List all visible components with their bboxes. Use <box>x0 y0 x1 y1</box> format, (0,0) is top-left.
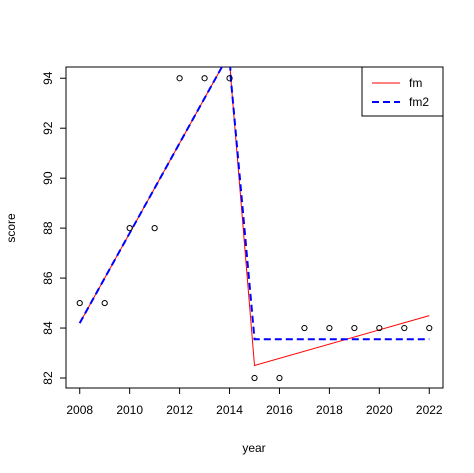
y-tick-label: 94 <box>41 71 55 85</box>
data-point <box>301 324 308 332</box>
y-tick-label: 84 <box>41 321 55 335</box>
plot-frame <box>65 66 444 389</box>
x-tick-label: 2022 <box>416 403 443 417</box>
data-point <box>376 324 383 332</box>
legend-label-fm2: fm2 <box>409 95 429 109</box>
x-axis-label: year <box>242 441 265 455</box>
x-tick-label: 2020 <box>366 403 393 417</box>
y-tick-label: 88 <box>41 221 55 235</box>
legend-box <box>361 66 444 117</box>
data-point <box>351 324 358 332</box>
x-tick-label: 2016 <box>266 403 293 417</box>
data-point <box>101 299 108 307</box>
series-lines <box>78 67 430 367</box>
y-tick-label: 86 <box>41 271 55 285</box>
data-point <box>226 75 233 82</box>
data-point <box>326 324 333 332</box>
x-tick-label: 2014 <box>216 403 243 417</box>
data-point <box>76 299 83 307</box>
legend-label-fm: fm <box>409 76 422 90</box>
data-point <box>251 374 258 382</box>
legend: fm fm2 <box>361 66 444 117</box>
x-axis: 2008 2010 2012 2014 2016 2018 2020 2022 <box>66 388 443 417</box>
y-axis-label: score <box>4 213 18 243</box>
data-point <box>176 75 183 82</box>
x-tick-label: 2008 <box>66 403 93 417</box>
data-point <box>426 324 433 332</box>
y-axis: 82 84 86 88 90 92 94 <box>41 71 66 385</box>
data-point <box>401 324 408 332</box>
series-line-fm2 <box>78 67 430 341</box>
data-points <box>76 75 433 382</box>
y-tick-label: 92 <box>41 121 55 135</box>
data-point <box>201 75 208 82</box>
data-point <box>151 225 158 232</box>
x-tick-label: 2018 <box>316 403 343 417</box>
y-tick-label: 90 <box>41 171 55 185</box>
x-tick-label: 2010 <box>116 403 143 417</box>
y-tick-label: 82 <box>41 371 55 385</box>
data-point <box>126 225 133 232</box>
x-tick-label: 2012 <box>166 403 193 417</box>
data-point <box>276 374 283 382</box>
